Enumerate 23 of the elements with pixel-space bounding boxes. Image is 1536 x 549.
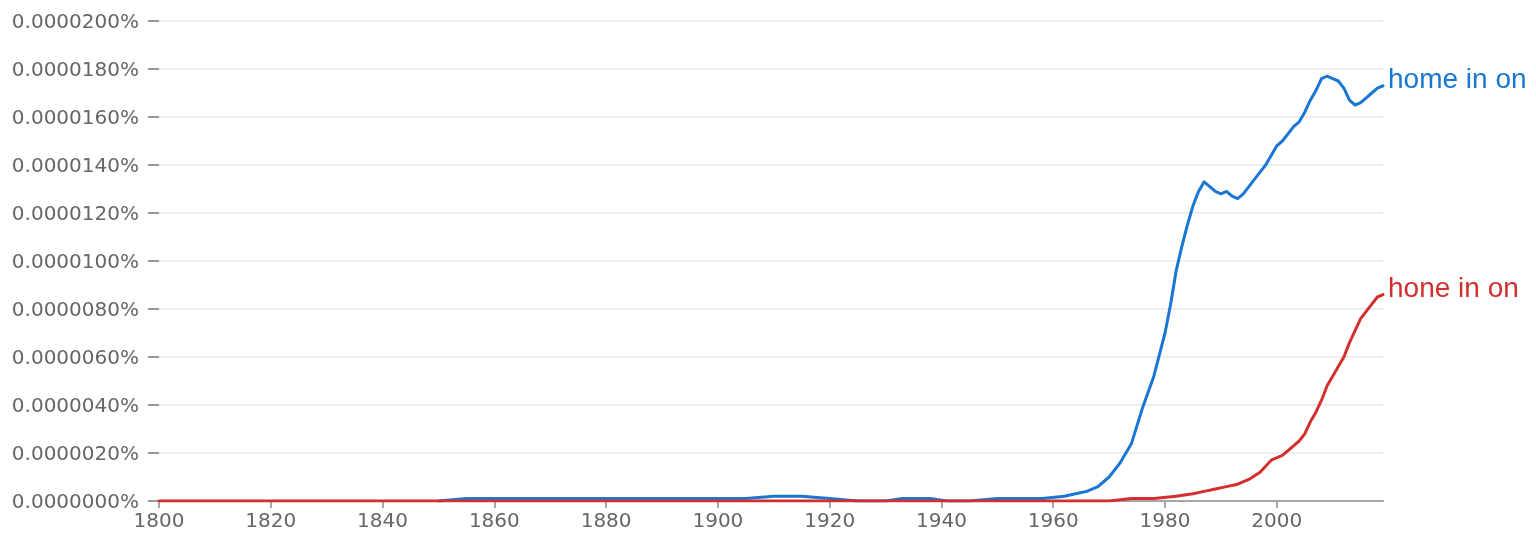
series-label: home in on — [1388, 63, 1527, 95]
y-tick-label: 0.0000140% — [11, 153, 139, 177]
y-tick-label: 0.0000060% — [11, 345, 139, 369]
x-tick-label: 1960 — [1027, 508, 1079, 532]
y-tick-label: 0.0000120% — [11, 201, 139, 225]
x-tick-label: 1940 — [916, 508, 967, 532]
y-tick-label: 0.0000200% — [11, 9, 139, 33]
y-tick-label: 0.0000100% — [11, 249, 139, 273]
x-tick-label: 1920 — [804, 508, 856, 532]
x-tick-label: 1840 — [357, 508, 409, 532]
x-tick-label: 1860 — [468, 508, 520, 532]
y-tick-label: 0.0000040% — [11, 393, 139, 417]
x-tick-label: 1820 — [245, 508, 297, 532]
y-tick-label: 0.0000160% — [11, 105, 139, 129]
y-tick-label: 0.0000020% — [11, 441, 139, 465]
series-label: hone in on — [1388, 272, 1519, 304]
x-tick-label: 1900 — [692, 508, 744, 532]
x-tick-label: 1980 — [1139, 508, 1191, 532]
x-tick-label: 1880 — [580, 508, 632, 532]
x-tick-label: 2000 — [1251, 508, 1303, 532]
y-tick-label: 0.0000180% — [11, 57, 139, 81]
line-series — [436, 74, 1385, 503]
y-tick-label: 0.0000080% — [11, 297, 139, 321]
